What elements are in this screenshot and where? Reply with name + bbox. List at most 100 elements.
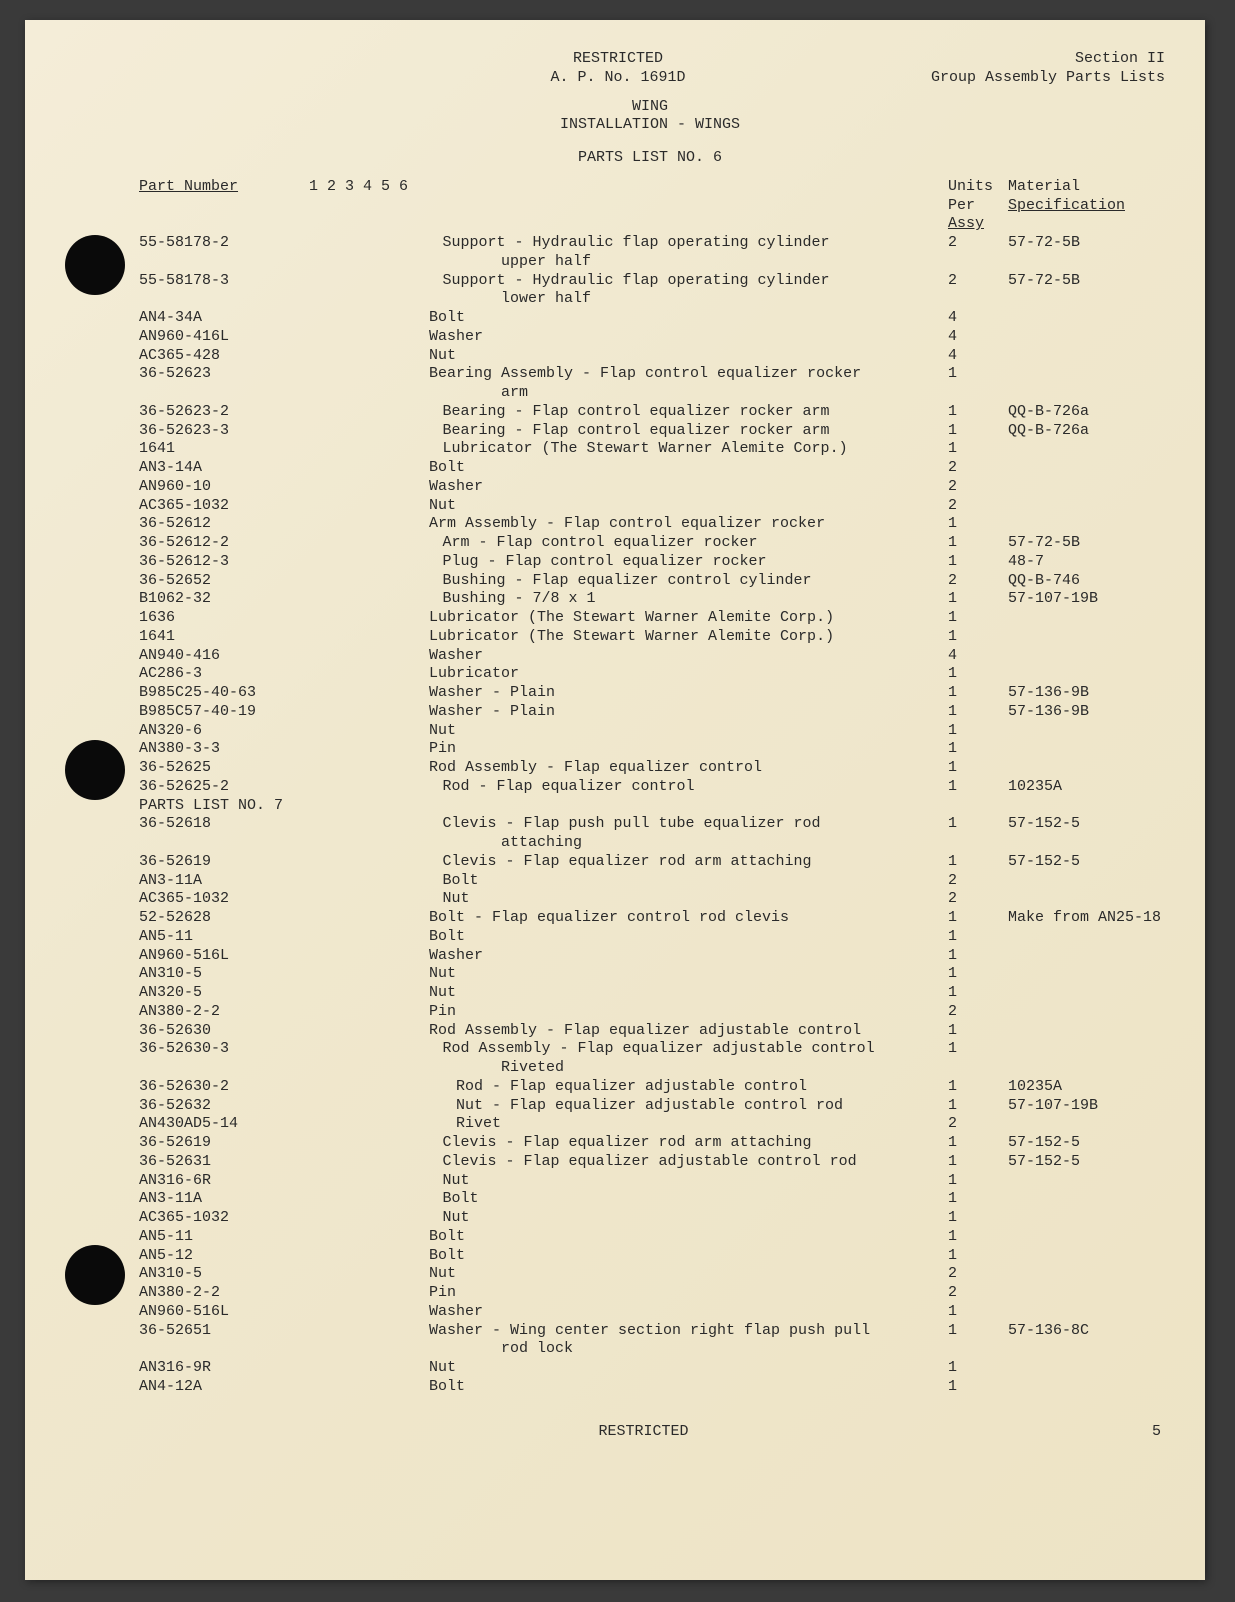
table-row: AN430AD5-14Rivet2: [135, 1115, 1165, 1134]
description-cell: Support - Hydraulic flap operating cylin…: [425, 272, 944, 310]
description-cell: Nut: [425, 965, 944, 984]
quantity-cell: 1: [944, 553, 1004, 572]
page-number: 5: [1152, 1423, 1161, 1442]
material-spec-cell: [1004, 759, 1165, 778]
material-spec-cell: 57-136-8C: [1004, 1322, 1165, 1360]
col-units-2: Per: [948, 197, 975, 214]
material-spec-cell: [1004, 1115, 1165, 1134]
description-cell: Nut: [425, 890, 944, 909]
material-spec-cell: [1004, 1303, 1165, 1322]
description-cell: Bolt: [425, 1190, 944, 1209]
part-number-cell: AC365-428: [135, 347, 305, 366]
quantity-cell: 1: [944, 759, 1004, 778]
header-block: RESTRICTED A. P. No. 1691D Section II Gr…: [135, 50, 1165, 88]
quantity-cell: 1: [944, 1190, 1004, 1209]
material-spec-cell: [1004, 1172, 1165, 1191]
description-cell: Nut: [425, 1209, 944, 1228]
material-spec-cell: [1004, 1265, 1165, 1284]
part-number-cell: 36-52619: [135, 853, 305, 872]
description-cell: Bolt: [425, 309, 944, 328]
material-spec-cell: 57-152-5: [1004, 1153, 1165, 1172]
material-spec-cell: [1004, 965, 1165, 984]
parts-list-7-title: PARTS LIST NO. 7: [135, 797, 1165, 816]
part-number-cell: 1641: [135, 440, 305, 459]
description-cell: Lubricator (The Stewart Warner Alemite C…: [425, 440, 944, 459]
material-spec-cell: 57-72-5B: [1004, 234, 1165, 272]
part-number-cell: 36-52631: [135, 1153, 305, 1172]
part-number-cell: AN5-11: [135, 1228, 305, 1247]
title-line-1: WING: [135, 98, 1165, 117]
description-cell: Bolt: [425, 459, 944, 478]
part-number-cell: AN3-11A: [135, 872, 305, 891]
part-number-cell: AN5-11: [135, 928, 305, 947]
table-row: AN5-11Bolt1: [135, 1228, 1165, 1247]
table-row: 36-52623-2Bearing - Flap control equaliz…: [135, 403, 1165, 422]
quantity-cell: 4: [944, 347, 1004, 366]
col-material-2: Specification: [1008, 197, 1125, 216]
description-cell: Bearing - Flap control equalizer rocker …: [425, 422, 944, 441]
quantity-cell: 1: [944, 928, 1004, 947]
material-spec-cell: [1004, 1022, 1165, 1041]
description-cell: Rod Assembly - Flap equalizer control: [425, 759, 944, 778]
description-cell: Plug - Flap control equalizer rocker: [425, 553, 944, 572]
description-cell: Pin: [425, 1284, 944, 1303]
quantity-cell: 1: [944, 1209, 1004, 1228]
description-cell: Rivet: [425, 1115, 944, 1134]
material-spec-cell: QQ-B-726a: [1004, 403, 1165, 422]
parts-table: Part Number 1 2 3 4 5 6 Units Per Assy M…: [135, 178, 1165, 1397]
table-row: AN380-3-3Pin1: [135, 740, 1165, 759]
material-spec-cell: 10235A: [1004, 1078, 1165, 1097]
description-cell: Support - Hydraulic flap operating cylin…: [425, 234, 944, 272]
quantity-cell: 1: [944, 1134, 1004, 1153]
description-cell: Washer - Wing center section right flap …: [425, 1322, 944, 1360]
material-spec-cell: [1004, 722, 1165, 741]
material-spec-cell: 57-107-19B: [1004, 590, 1165, 609]
table-row: AN5-12Bolt1: [135, 1247, 1165, 1266]
part-number-cell: AN4-12A: [135, 1378, 305, 1397]
part-number-cell: 36-52630-2: [135, 1078, 305, 1097]
description-cell: Bushing - 7/8 x 1: [425, 590, 944, 609]
table-row: AN3-11ABolt2: [135, 872, 1165, 891]
description-cell: Rod - Flap equalizer adjustable control: [425, 1078, 944, 1097]
part-number-cell: 36-52612-2: [135, 534, 305, 553]
description-cell: Washer: [425, 478, 944, 497]
table-row: B985C25-40-63Washer - Plain157-136-9B: [135, 684, 1165, 703]
table-row: AC286-3Lubricator1: [135, 665, 1165, 684]
table-row: 36-52612-2Arm - Flap control equalizer r…: [135, 534, 1165, 553]
quantity-cell: 1: [944, 722, 1004, 741]
part-number-cell: 36-52652: [135, 572, 305, 591]
part-number-cell: 36-52632: [135, 1097, 305, 1116]
quantity-cell: 1: [944, 665, 1004, 684]
part-number-cell: B985C25-40-63: [135, 684, 305, 703]
quantity-cell: 2: [944, 459, 1004, 478]
part-number-cell: AN960-516L: [135, 1303, 305, 1322]
part-number-cell: 36-52612: [135, 515, 305, 534]
description-cell: Bolt - Flap equalizer control rod clevis: [425, 909, 944, 928]
col-units-1: Units: [948, 178, 993, 195]
table-row: AN4-34ABolt4: [135, 309, 1165, 328]
material-spec-cell: 10235A: [1004, 778, 1165, 797]
description-cell: Nut: [425, 984, 944, 1003]
description-cell: Pin: [425, 740, 944, 759]
description-cell: Rod - Flap equalizer control: [425, 778, 944, 797]
description-cell: Nut: [425, 722, 944, 741]
document-page: RESTRICTED A. P. No. 1691D Section II Gr…: [25, 20, 1205, 1580]
quantity-cell: 1: [944, 853, 1004, 872]
table-row: 1636Lubricator (The Stewart Warner Alemi…: [135, 609, 1165, 628]
quantity-cell: 2: [944, 272, 1004, 310]
description-cell: Nut - Flap equalizer adjustable control …: [425, 1097, 944, 1116]
quantity-cell: 4: [944, 309, 1004, 328]
description-cell: Lubricator (The Stewart Warner Alemite C…: [425, 609, 944, 628]
table-row: 36-52631Clevis - Flap equalizer adjustab…: [135, 1153, 1165, 1172]
material-spec-cell: [1004, 459, 1165, 478]
quantity-cell: 2: [944, 497, 1004, 516]
part-number-cell: 36-52612-3: [135, 553, 305, 572]
material-spec-cell: [1004, 740, 1165, 759]
table-row: AN320-5Nut1: [135, 984, 1165, 1003]
material-spec-cell: [1004, 309, 1165, 328]
description-cell: Bolt: [425, 872, 944, 891]
material-spec-cell: [1004, 515, 1165, 534]
table-row: AN320-6Nut1: [135, 722, 1165, 741]
quantity-cell: 1: [944, 609, 1004, 628]
quantity-cell: 1: [944, 1040, 1004, 1078]
